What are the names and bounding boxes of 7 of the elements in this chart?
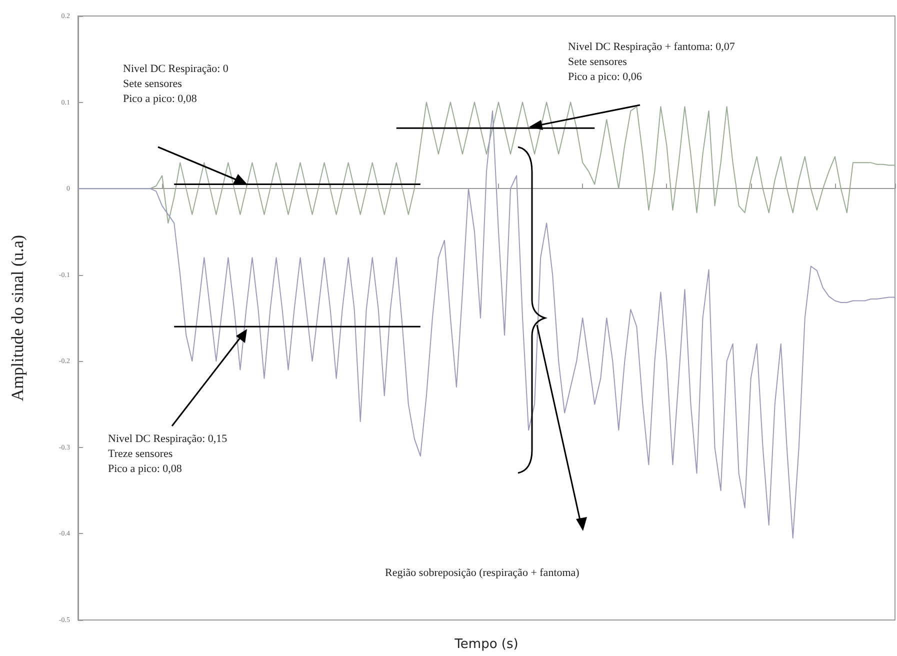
y-axis-title: Amplitude do sinal (u.a) [8,234,27,402]
annotation: Nivel DC Respiração + fantoma: 0,07 Sete sensores Pico a pico: 0,06 [568,40,735,85]
line-series [78,110,896,539]
annotation: Nivel DC Respiração: 0,15 Treze sensores Pico a pico: 0,08 [108,432,228,477]
annotation: Região sobreposição (respiração + fantoma) [385,566,580,581]
annotation: Nivel DC Respiração: 0 Sete sensores Pico a pico: 0,08 [123,62,228,107]
x-axis-title: Tempo (s) [454,637,518,652]
